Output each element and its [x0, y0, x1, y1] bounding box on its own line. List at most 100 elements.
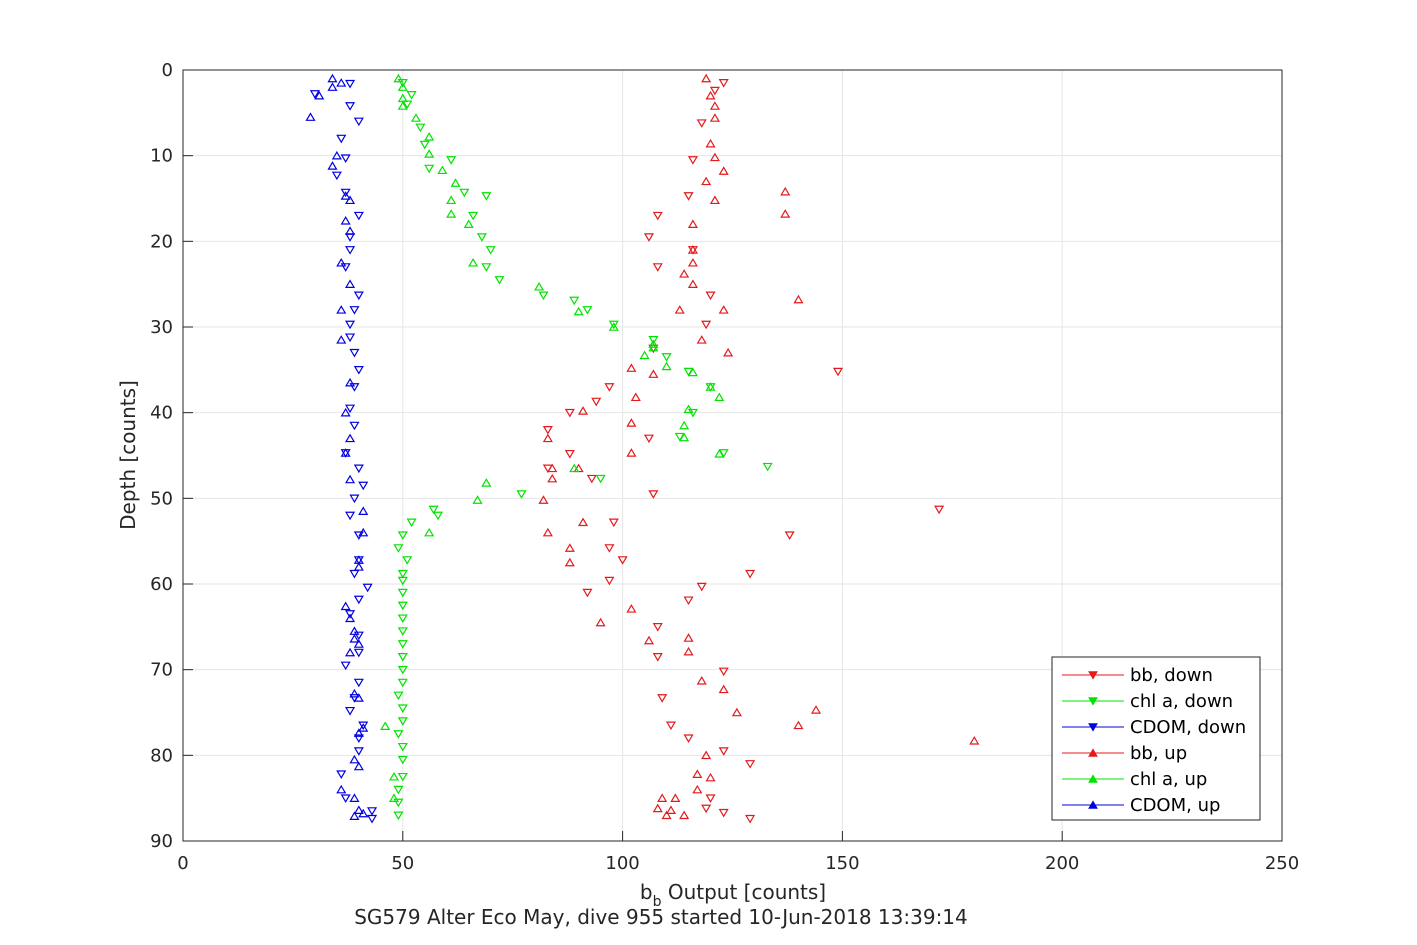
x-tick-label: 250: [1265, 853, 1299, 874]
data-point: [397, 101, 408, 110]
data-point: [344, 226, 356, 235]
data-point: [709, 101, 720, 110]
x-tick-label: 200: [1045, 853, 1079, 874]
data-point: [446, 156, 457, 165]
data-point: [648, 339, 659, 348]
data-point: [327, 161, 338, 170]
series-2: [309, 79, 378, 824]
plot-frame: [182, 69, 1283, 842]
data-point: [344, 647, 356, 657]
legend-marker: [1088, 800, 1098, 809]
data-point: [358, 506, 369, 515]
data-point: [701, 73, 712, 83]
data-point: [358, 808, 369, 818]
data-point: [494, 276, 505, 285]
data-point: [705, 382, 716, 391]
chart-title: SG579 Alter Eco May, dive 955 started 10…: [354, 905, 968, 929]
data-point: [608, 518, 619, 528]
data-point: [380, 721, 391, 731]
data-point: [353, 631, 364, 641]
data-point: [353, 678, 364, 688]
data-point: [419, 140, 430, 150]
data-point: [336, 784, 347, 794]
data-point: [340, 215, 351, 225]
data-point: [643, 434, 655, 444]
data-point: [564, 449, 575, 459]
data-point: [397, 614, 408, 624]
data-point: [344, 474, 356, 484]
y-tick-label: 10: [150, 146, 173, 167]
data-point: [353, 761, 364, 771]
data-point: [388, 793, 400, 802]
data-point: [397, 653, 408, 662]
data-point: [652, 263, 663, 272]
data-point: [340, 263, 351, 272]
data-point: [762, 462, 773, 472]
data-point: [679, 432, 690, 442]
data-point: [608, 322, 619, 331]
data-point: [652, 653, 663, 662]
legend-label: bb, up: [1130, 743, 1187, 764]
data-point: [336, 257, 347, 267]
data-point: [481, 263, 492, 272]
data-point: [397, 569, 408, 579]
x-tick-label: 0: [177, 853, 188, 874]
data-point: [832, 367, 844, 377]
data-point: [358, 723, 369, 732]
data-point: [547, 463, 558, 473]
data-point: [353, 464, 364, 474]
data-point: [542, 527, 553, 537]
data-point: [718, 684, 729, 694]
data-point: [388, 771, 400, 781]
data-point: [723, 347, 734, 357]
data-point: [745, 760, 756, 769]
data-point: [692, 769, 703, 778]
data-point: [327, 82, 338, 91]
data-point: [393, 730, 404, 739]
data-point: [542, 433, 553, 443]
data-point: [366, 814, 378, 824]
data-point: [353, 728, 364, 737]
data-point: [714, 449, 725, 458]
data-point: [393, 691, 404, 701]
data-point: [705, 291, 716, 301]
data-point: [476, 233, 487, 242]
data-point: [349, 383, 360, 392]
data-point: [657, 793, 668, 802]
data-point: [397, 742, 408, 752]
data-point: [709, 86, 720, 96]
data-point: [353, 595, 364, 605]
data-point: [397, 82, 408, 91]
data-point: [595, 617, 606, 627]
data-point: [397, 678, 408, 688]
data-point: [402, 556, 413, 565]
data-point: [463, 219, 474, 228]
data-point: [393, 798, 404, 808]
data-point: [617, 556, 628, 565]
y-tick-label: 80: [150, 745, 173, 766]
data-point: [542, 426, 553, 435]
data-point: [810, 705, 822, 714]
data-point: [718, 808, 729, 818]
legend-box: [1051, 656, 1261, 821]
data-point: [665, 805, 677, 814]
data-point: [705, 794, 716, 803]
data-point: [349, 793, 360, 802]
data-point: [630, 392, 641, 402]
legend-label: chl a, up: [1130, 769, 1207, 790]
data-point: [661, 353, 672, 362]
legend-marker: [1088, 774, 1098, 783]
data-point: [397, 601, 408, 611]
data-point: [701, 804, 712, 814]
data-point: [340, 661, 351, 671]
legend: bb, down chl a, down CDOM, down bb, up chl a…: [1051, 656, 1261, 821]
data-point: [340, 407, 351, 417]
data-point: [696, 119, 707, 128]
data-point: [353, 648, 364, 658]
data-point: [397, 627, 408, 636]
x-axis-label: bb Output [counts]: [640, 880, 826, 910]
x-axis-label-main: b: [640, 880, 653, 904]
data-point: [705, 138, 716, 148]
data-point: [643, 635, 655, 645]
data-point: [687, 367, 698, 377]
